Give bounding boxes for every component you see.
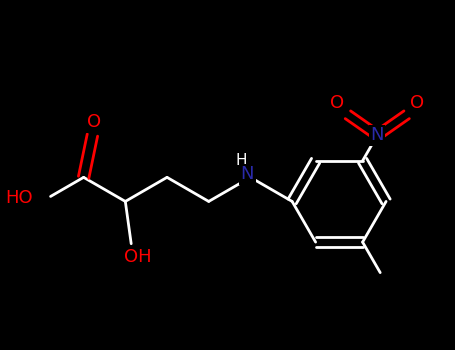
Text: N: N	[241, 166, 254, 183]
Text: O: O	[330, 94, 344, 112]
Text: O: O	[410, 94, 424, 112]
Text: H: H	[236, 153, 248, 168]
Text: N: N	[370, 126, 384, 144]
Text: HO: HO	[5, 189, 33, 207]
Text: O: O	[87, 113, 101, 131]
Text: OH: OH	[124, 247, 152, 266]
